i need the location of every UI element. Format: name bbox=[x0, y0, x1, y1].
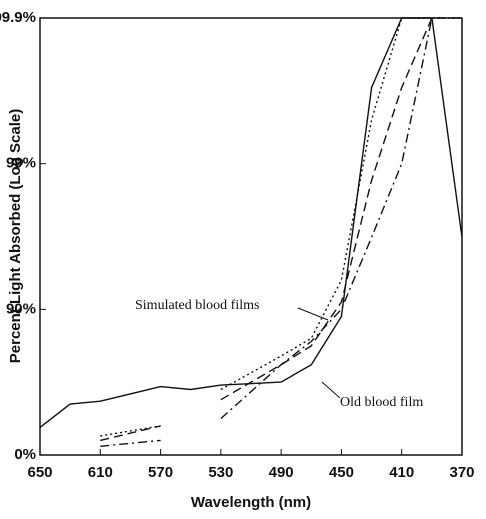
y-tick-label: 0% bbox=[14, 446, 36, 463]
x-axis-label: Wavelength (nm) bbox=[191, 494, 311, 511]
x-tick-label: 410 bbox=[389, 464, 414, 481]
annotation: Simulated blood films bbox=[135, 298, 259, 313]
x-tick-label: 530 bbox=[208, 464, 233, 481]
pointer bbox=[297, 307, 329, 321]
annotation: Old blood film bbox=[340, 395, 423, 410]
pointer bbox=[321, 381, 341, 399]
data-line bbox=[39, 17, 463, 428]
data-line bbox=[100, 17, 462, 442]
x-tick-label: 650 bbox=[27, 464, 52, 481]
y-tick-label: 99.9% bbox=[0, 9, 36, 26]
x-tick-label: 370 bbox=[449, 464, 474, 481]
y-axis-label: Percent Light Absorbed (Log Scale) bbox=[7, 109, 24, 363]
x-tick-label: 610 bbox=[88, 464, 113, 481]
y-tick-label: 99% bbox=[6, 155, 36, 172]
data-line bbox=[100, 17, 433, 447]
data-line bbox=[100, 17, 462, 437]
plot-frame bbox=[39, 17, 463, 456]
y-tick-label: 90% bbox=[6, 300, 36, 317]
x-tick-label: 450 bbox=[329, 464, 354, 481]
x-tick-label: 490 bbox=[269, 464, 294, 481]
x-tick-label: 570 bbox=[148, 464, 173, 481]
